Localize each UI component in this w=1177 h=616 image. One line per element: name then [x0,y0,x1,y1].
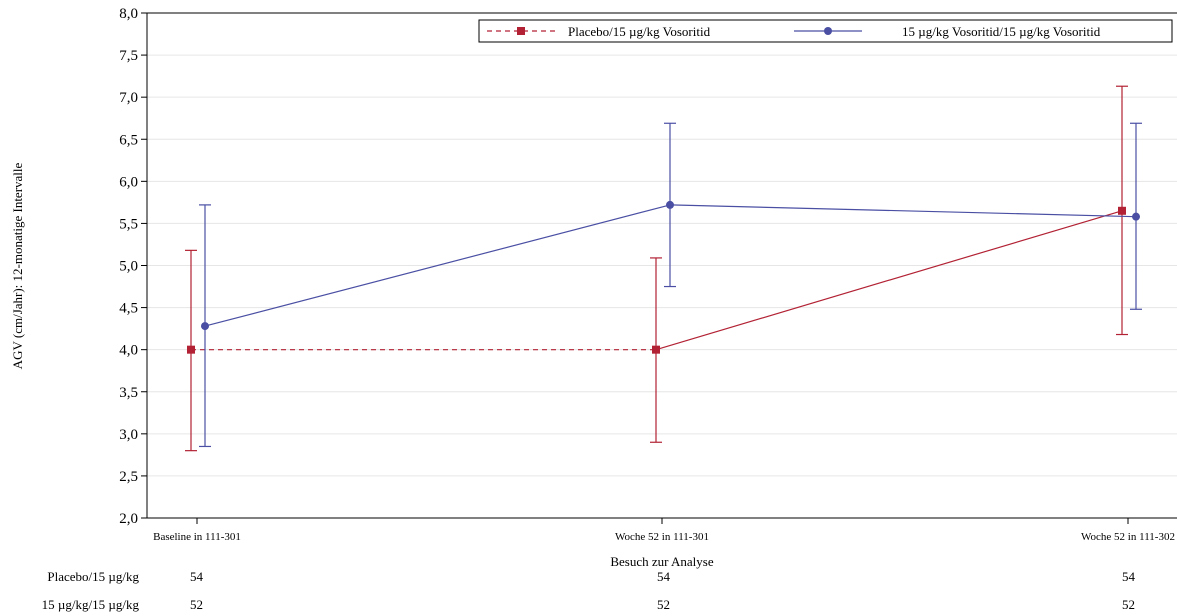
x-tick-label: Woche 52 in 111-302 [1081,531,1175,543]
y-axis-title: AGV (cm/Jahr): 12-monatige Intervalle [10,162,25,369]
y-tick-label: 6,0 [119,174,138,190]
axes: 2,0 2,5 3,0 3,5 4,0 4,5 5,0 5,5 6,0 6,5 7,0 7,5 8,0 B… [119,6,1177,543]
counts-cell: 52 [657,597,670,612]
legend-label: 15 µg/kg Vosoritid/15 µg/kg Vosoritid [902,24,1101,39]
x-tick-label: Baseline in 111-301 [153,531,241,543]
series-placebo [185,85,1128,452]
series-line-segment [204,204,671,327]
data-point [652,345,660,354]
data-point [1132,212,1140,221]
legend: Placebo/15 µg/kg Vosoritid 15 µg/kg Vosor… [478,19,1173,43]
series-line-segment [655,210,1123,351]
counts-cell: 54 [657,569,671,584]
gridlines [147,54,1177,477]
counts-cell: 54 [190,569,204,584]
series-line-segment [669,204,1137,218]
legend-marker [517,27,525,35]
counts-cell: 52 [1122,597,1135,612]
counts-cell: 52 [190,597,203,612]
data-point [187,345,195,354]
y-tick-label: 7,5 [119,48,138,64]
y-tick-label: 5,0 [119,259,138,275]
y-tick-label: 2,5 [119,469,138,485]
counts-cell: 54 [1122,569,1136,584]
series-layer [185,85,1142,452]
y-tick-label: 3,5 [119,385,138,401]
counts-row-label: 15 µg/kg/15 µg/kg [42,597,140,612]
series-vosoritid [199,122,1142,448]
y-tick-label: 8,0 [119,6,138,22]
y-tick-label: 6,5 [119,132,138,148]
y-tick-label: 3,0 [119,427,138,443]
counts-table: Placebo/15 µg/kg 54 54 54 15 µg/kg/15 µg/kg 5… [42,569,1136,612]
data-point [201,322,209,331]
counts-row-label: Placebo/15 µg/kg [47,569,139,584]
y-tick-label: 7,0 [119,90,138,106]
x-tick-label: Woche 52 in 111-301 [615,531,709,543]
x-axis-title: Besuch zur Analyse [610,554,713,569]
y-tick-label: 2,0 [119,511,138,527]
data-point [1118,206,1126,215]
legend-marker [824,27,832,35]
data-point [666,200,674,209]
y-tick-label: 4,5 [119,301,138,317]
y-tick-label: 4,0 [119,343,138,359]
legend-label: Placebo/15 µg/kg Vosoritid [568,24,711,39]
y-tick-label: 5,5 [119,216,138,232]
